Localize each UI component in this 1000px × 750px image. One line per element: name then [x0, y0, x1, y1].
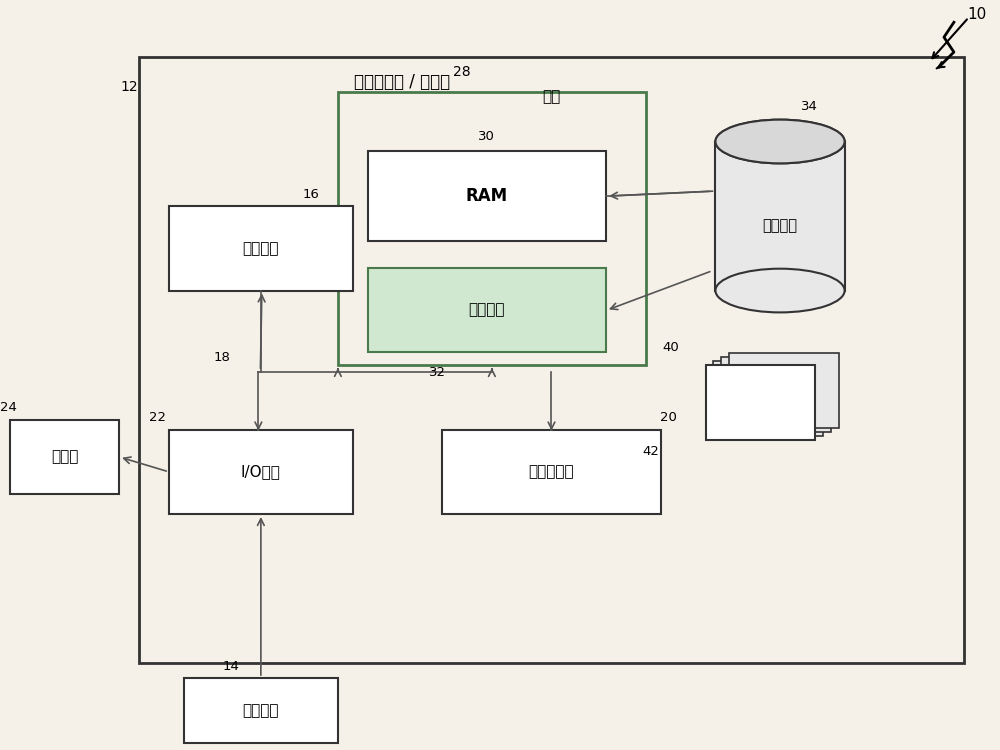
Text: 28: 28 [453, 65, 471, 79]
Ellipse shape [715, 120, 845, 164]
Text: 计算机系统 / 服务器: 计算机系统 / 服务器 [354, 73, 451, 91]
Text: 外部设备: 外部设备 [243, 703, 279, 718]
Text: 20: 20 [660, 411, 677, 424]
Text: RAM: RAM [466, 188, 508, 206]
Bar [713, 361, 823, 436]
Text: 显示器: 显示器 [51, 449, 78, 464]
Text: 42: 42 [642, 445, 659, 458]
Bar [442, 430, 661, 514]
Text: 32: 32 [429, 365, 446, 379]
Text: 高速缓存: 高速缓存 [469, 302, 505, 317]
Text: I/O接口: I/O接口 [241, 464, 281, 479]
Text: 22: 22 [149, 411, 166, 424]
Text: 内存: 内存 [542, 89, 561, 104]
Bar [721, 357, 831, 432]
Text: 10: 10 [967, 7, 986, 22]
Ellipse shape [715, 268, 845, 313]
Bar [715, 142, 845, 290]
Text: 16: 16 [302, 188, 319, 201]
Text: 18: 18 [213, 350, 230, 364]
Bar [368, 152, 606, 241]
Text: 34: 34 [801, 100, 818, 113]
Text: 处理单元: 处理单元 [243, 241, 279, 256]
Text: 网络适配器: 网络适配器 [529, 464, 574, 479]
Bar [10, 420, 119, 494]
Ellipse shape [715, 120, 845, 164]
Text: 存储系统: 存储系统 [763, 218, 798, 233]
Bar [139, 57, 964, 663]
Bar [169, 206, 353, 290]
Text: 30: 30 [478, 130, 495, 143]
Bar [338, 92, 646, 365]
Bar [706, 365, 815, 440]
Bar [729, 353, 839, 428]
Text: 12: 12 [120, 80, 138, 94]
Text: 14: 14 [223, 659, 239, 673]
Text: 40: 40 [662, 340, 679, 354]
Bar [184, 678, 338, 742]
Bar [368, 268, 606, 352]
Text: 24: 24 [0, 401, 16, 414]
Bar [169, 430, 353, 514]
